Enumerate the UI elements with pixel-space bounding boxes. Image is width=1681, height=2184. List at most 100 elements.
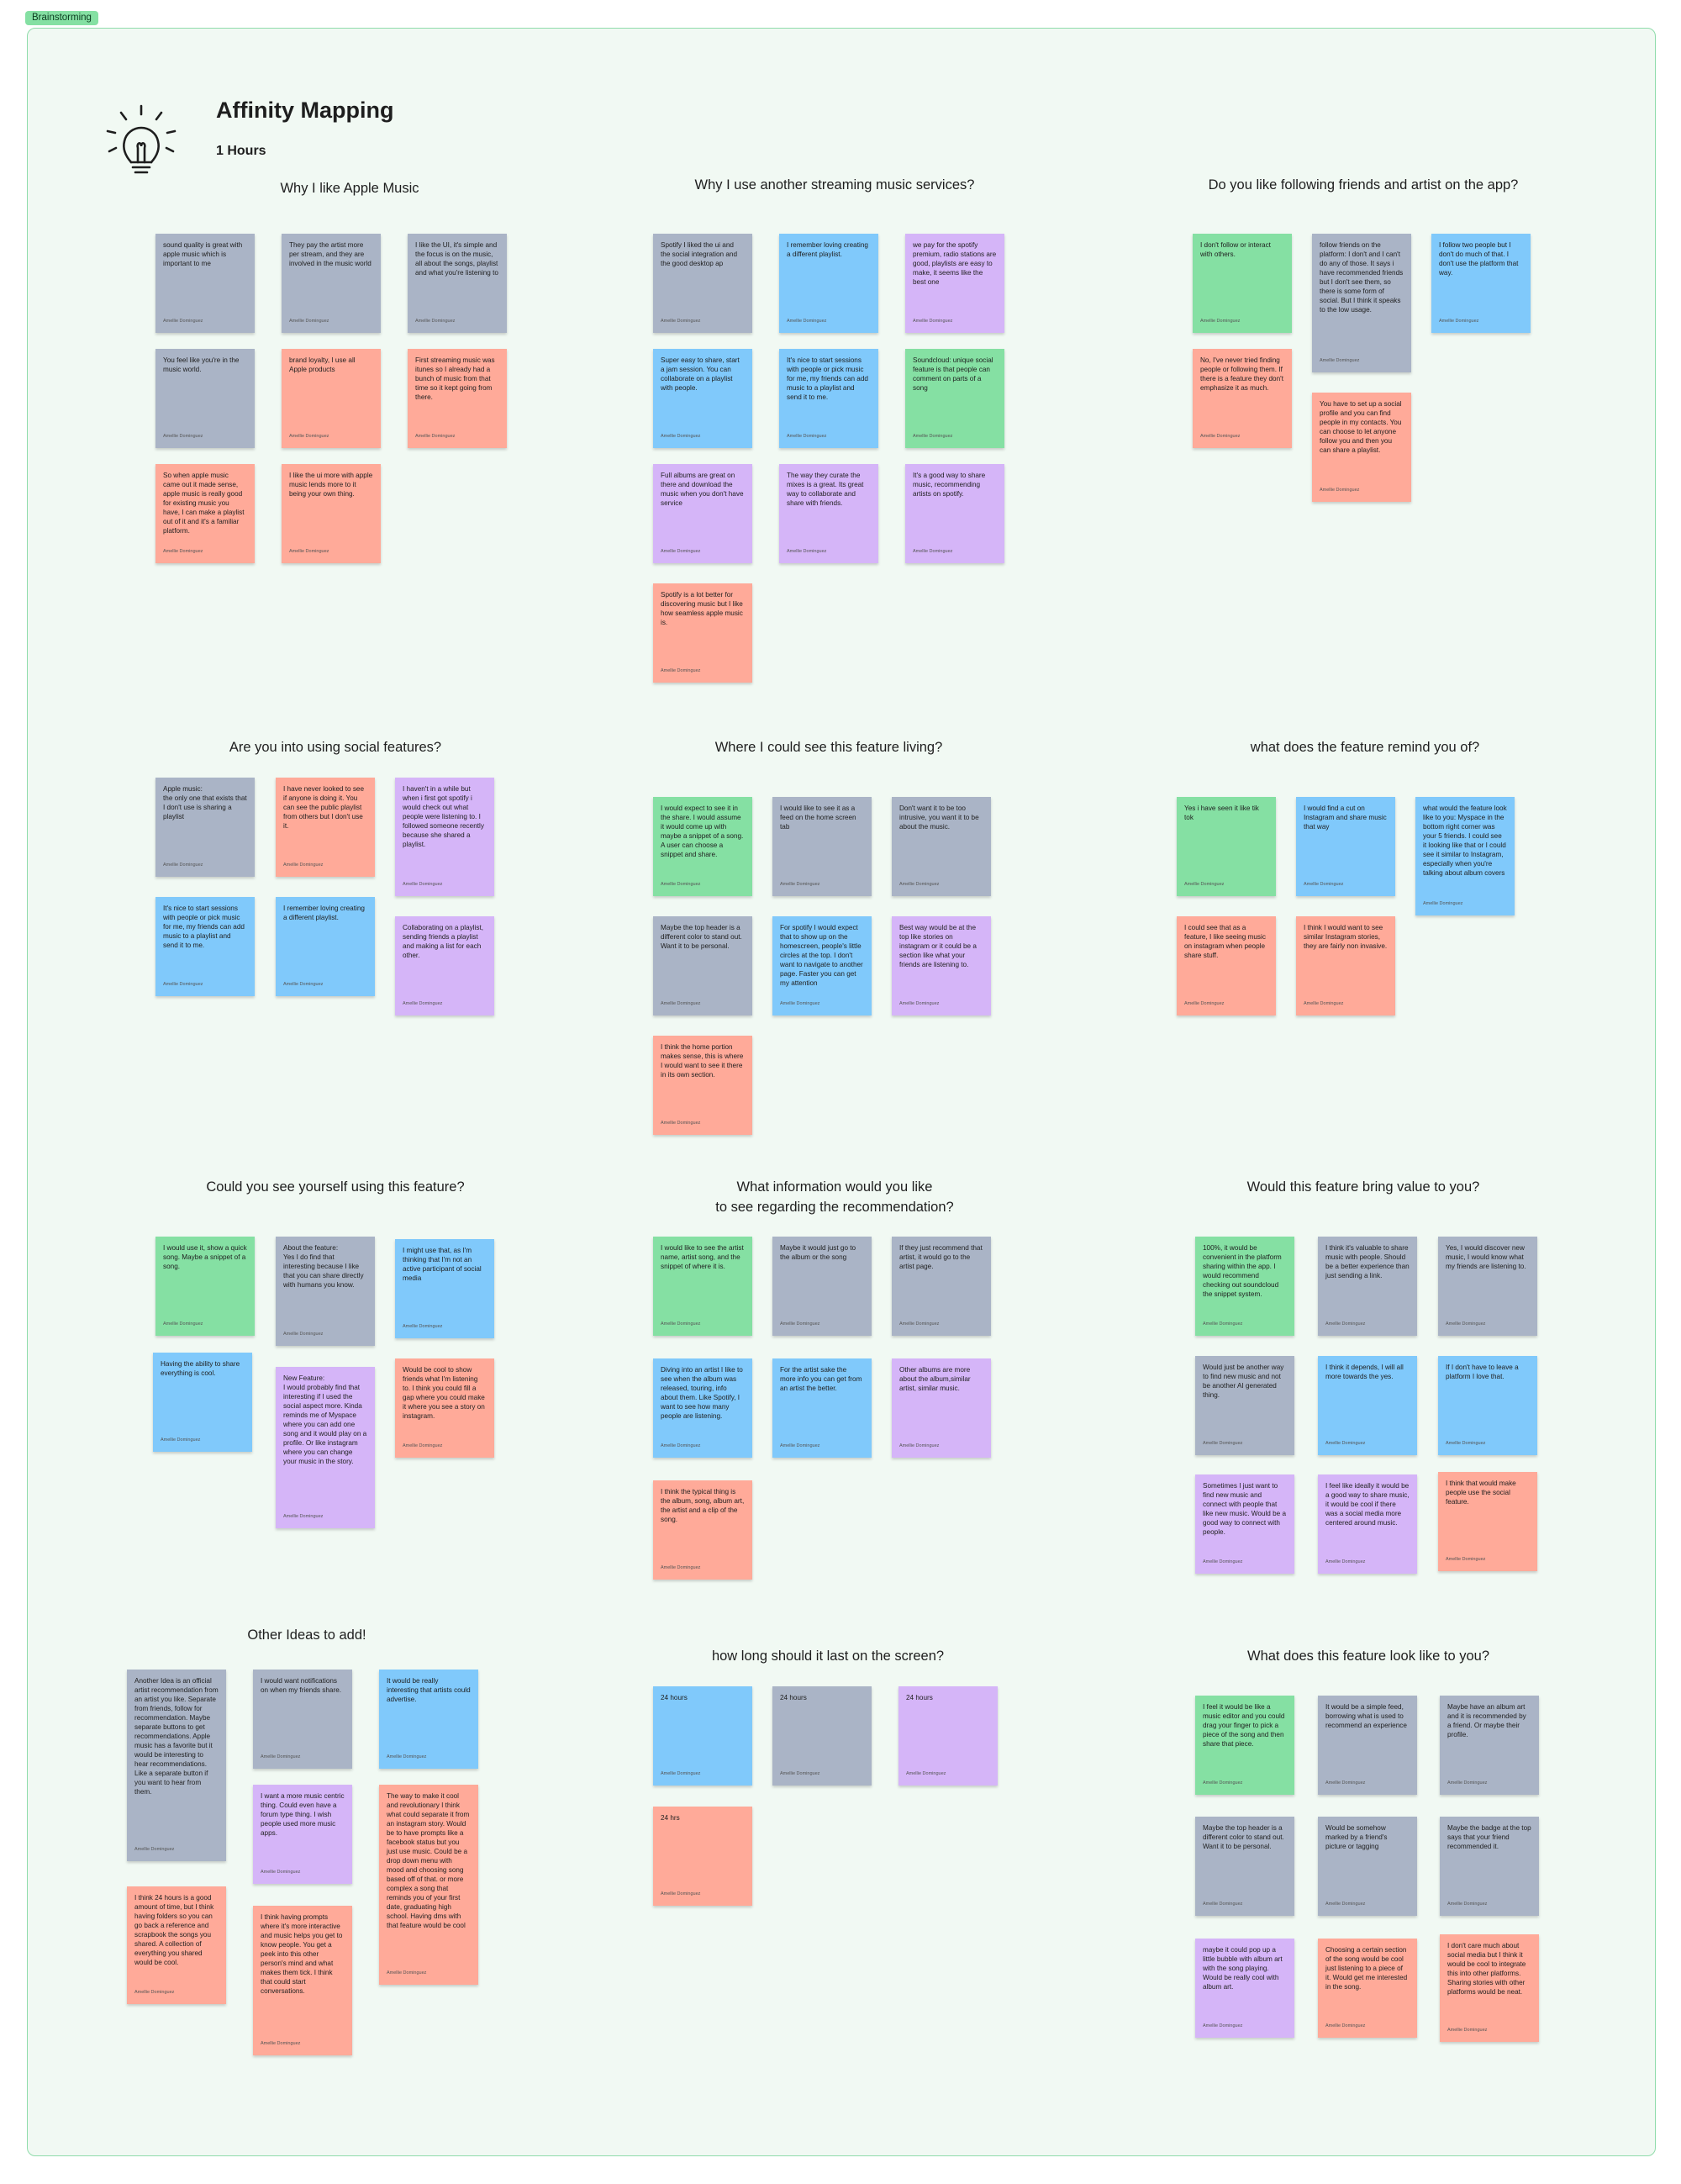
sticky-note[interactable]: Another Idea is an official artist recom… [127,1670,226,1861]
sticky-note[interactable]: Apple music: the only one that exists th… [155,778,255,877]
sticky-note[interactable]: 24 hours Amellie Dominguez [653,1686,752,1786]
sticky-note[interactable]: I don't care much about social media but… [1440,1934,1539,2042]
sticky-note[interactable]: For the artist sake the more info you ca… [772,1358,872,1458]
sticky-note[interactable]: Spotify is a lot better for discovering … [653,583,752,683]
sticky-note[interactable]: I follow two people but I don't do much … [1431,234,1531,333]
affinity-board: Affinity Mapping 1 Hours Why I like Appl… [27,28,1656,2156]
sticky-note[interactable]: Diving into an artist I like to see when… [653,1358,752,1458]
sticky-note[interactable]: Yes i have seen it like tik tok Amellie D… [1177,797,1276,896]
sticky-note[interactable]: New Feature: I would probably find that … [276,1367,375,1528]
section-title: Do you like following friends and artist… [1208,177,1519,193]
sticky-note[interactable]: I could see that as a feature, I like se… [1177,916,1276,1016]
sticky-note[interactable]: 100%, it would be convenient in the plat… [1195,1237,1294,1336]
sticky-note[interactable]: what would the feature look like to you:… [1415,797,1515,915]
sticky-note[interactable]: I want a more music centric thing. Could… [253,1785,352,1884]
sticky-note[interactable]: Super easy to share, start a jam session… [653,349,752,448]
sticky-note[interactable]: I don't follow or interact with others. A… [1193,234,1292,333]
sticky-note[interactable]: I think it's valuable to share music wit… [1318,1237,1417,1336]
frame-tag[interactable]: Brainstorming [25,11,98,25]
sticky-note[interactable]: I think 24 hours is a good amount of tim… [127,1886,226,2004]
sticky-note[interactable]: It's a good way to share music, recommen… [905,464,1004,563]
sticky-note[interactable]: I think having prompts where it's more i… [253,1906,352,2055]
sticky-note[interactable]: Collaborating on a playlist, sending fri… [395,916,494,1016]
section-title: Why I use another streaming music servic… [694,177,975,193]
sticky-note[interactable]: follow friends on the platform: I don't … [1312,234,1411,372]
sticky-note[interactable]: I remember loving creating a different p… [276,897,375,996]
sticky-note[interactable]: It's nice to start sessions with people … [779,349,878,448]
sticky-note[interactable]: Would be somehow marked by a friend's pi… [1318,1817,1417,1916]
sticky-note[interactable]: The way they curate the mixes is a great… [779,464,878,563]
sticky-note[interactable]: Choosing a certain section of the song w… [1318,1939,1417,2038]
sticky-note[interactable]: I have never looked to see if anyone is … [276,778,375,877]
sticky-note[interactable]: Having the ability to share everything i… [153,1353,252,1452]
sticky-note[interactable]: Would just be another way to find new mu… [1195,1356,1294,1455]
section-title: Other Ideas to add! [247,1627,366,1643]
sticky-note[interactable]: Other albums are more about the album,si… [892,1358,991,1458]
sticky-note[interactable]: I haven't in a while but when i first go… [395,778,494,896]
sticky-note[interactable]: I would use it, show a quick song. Maybe… [155,1237,255,1336]
section-title: how long should it last on the screen? [711,1649,945,1664]
sticky-note[interactable]: I feel it would be like a music editor a… [1195,1696,1294,1795]
sticky-note[interactable]: I might use that, as I'm thinking that I… [395,1239,494,1338]
sticky-note[interactable]: I like the UI, it's simple and the focus… [408,234,507,333]
sticky-note[interactable]: Maybe the top header is a different colo… [1195,1817,1294,1916]
section-title: What information would you like to see r… [715,1179,954,1215]
sticky-note[interactable]: Don't want it to be too intrusive, you w… [892,797,991,896]
sticky-note[interactable]: I would like to see the artist name, art… [653,1237,752,1336]
sticky-note[interactable]: I feel like ideally it would be a good w… [1318,1474,1417,1574]
sticky-note[interactable]: Spotify I liked the ui and the social in… [653,234,752,333]
sticky-note[interactable]: I think I would want to see similar Inst… [1296,916,1395,1016]
sticky-note[interactable]: 24 hours Amellie Dominguez [772,1686,872,1786]
board-title: Affinity Mapping [216,98,394,123]
sticky-note[interactable]: Would be cool to show friends what I'm l… [395,1358,494,1458]
sticky-note[interactable]: I would expect to see it in the share. I… [653,797,752,896]
sticky-note[interactable]: sound quality is great with apple music … [155,234,255,333]
sticky-note[interactable]: If I don't have to leave a platform I lo… [1438,1356,1537,1455]
sticky-note[interactable]: No, I've never tried finding people or f… [1193,349,1292,448]
sticky-note[interactable]: Maybe it would just go to the album or t… [772,1237,872,1336]
section-title: Why I like Apple Music [280,181,419,196]
sticky-note[interactable]: They pay the artist more per stream, and… [282,234,381,333]
lightbulb-icon [106,104,177,174]
duration-label: 1 Hours [216,144,266,158]
sticky-note[interactable]: 24 hrs Amellie Dominguez [653,1807,752,1906]
sticky-note[interactable]: If they just recommend that artist, it w… [892,1237,991,1336]
sticky-note[interactable]: I would find a cut on Instagram and shar… [1296,797,1395,896]
sticky-note[interactable]: I like the ui more with apple music lend… [282,464,381,563]
sticky-note[interactable]: brand loyalty, I use all Apple products A… [282,349,381,448]
sticky-note[interactable]: Soundcloud: unique social feature is tha… [905,349,1004,448]
sticky-note[interactable]: For spotify I would expect that to show … [772,916,872,1016]
sticky-note[interactable]: we pay for the spotify premium, radio st… [905,234,1004,333]
sticky-note[interactable]: Best way would be at the top like storie… [892,916,991,1016]
sticky-note[interactable]: So when apple music came out it made sen… [155,464,255,563]
sticky-note[interactable]: I think it depends, I will all more towa… [1318,1356,1417,1455]
sticky-note[interactable]: Maybe have an album art and it is recomm… [1440,1696,1539,1795]
sticky-note[interactable]: I think that would make people use the s… [1438,1472,1537,1571]
section-title: Could you see yourself using this featur… [206,1179,465,1195]
sticky-note[interactable]: Maybe the badge at the top says that you… [1440,1817,1539,1916]
section-title: Where I could see this feature living? [714,740,943,755]
sticky-note[interactable]: It would be a simple feed, borrowing wha… [1318,1696,1417,1795]
sticky-note[interactable]: Maybe the top header is a different colo… [653,916,752,1016]
section-title: Are you into using social features? [229,740,442,755]
sticky-note[interactable]: Full albums are great on there and downl… [653,464,752,563]
sticky-note[interactable]: I think the home portion makes sense, th… [653,1036,752,1135]
sticky-note[interactable]: The way to make it cool and revolutionar… [379,1785,478,1985]
sticky-note[interactable]: 24 hours Amellie Dominguez [898,1686,998,1786]
sticky-note[interactable]: I think the typical thing is the album, … [653,1480,752,1580]
sticky-note[interactable]: I would want notifications on when my fr… [253,1670,352,1769]
sticky-note[interactable]: It's nice to start sessions with people … [155,897,255,996]
sticky-note[interactable]: Sometimes I just want to find new music … [1195,1474,1294,1574]
section-title: Would this feature bring value to you? [1246,1179,1480,1195]
sticky-note[interactable]: About the feature: Yes I do find that in… [276,1237,375,1346]
sticky-note[interactable]: You feel like you're in the music world.… [155,349,255,448]
section-title: What does this feature look like to you? [1247,1649,1489,1664]
sticky-note[interactable]: First streaming music was itunes so I al… [408,349,507,448]
section-title: what does the feature remind you of? [1250,740,1480,755]
sticky-note[interactable]: It would be really interesting that arti… [379,1670,478,1769]
sticky-note[interactable]: I remember loving creating a different p… [779,234,878,333]
sticky-note[interactable]: Yes, I would discover new music, I would… [1438,1237,1537,1336]
sticky-note[interactable]: maybe it could pop up a little bubble wi… [1195,1939,1294,2038]
sticky-note[interactable]: I would like to see it as a feed on the … [772,797,872,896]
sticky-note[interactable]: You have to set up a social profile and … [1312,393,1411,502]
